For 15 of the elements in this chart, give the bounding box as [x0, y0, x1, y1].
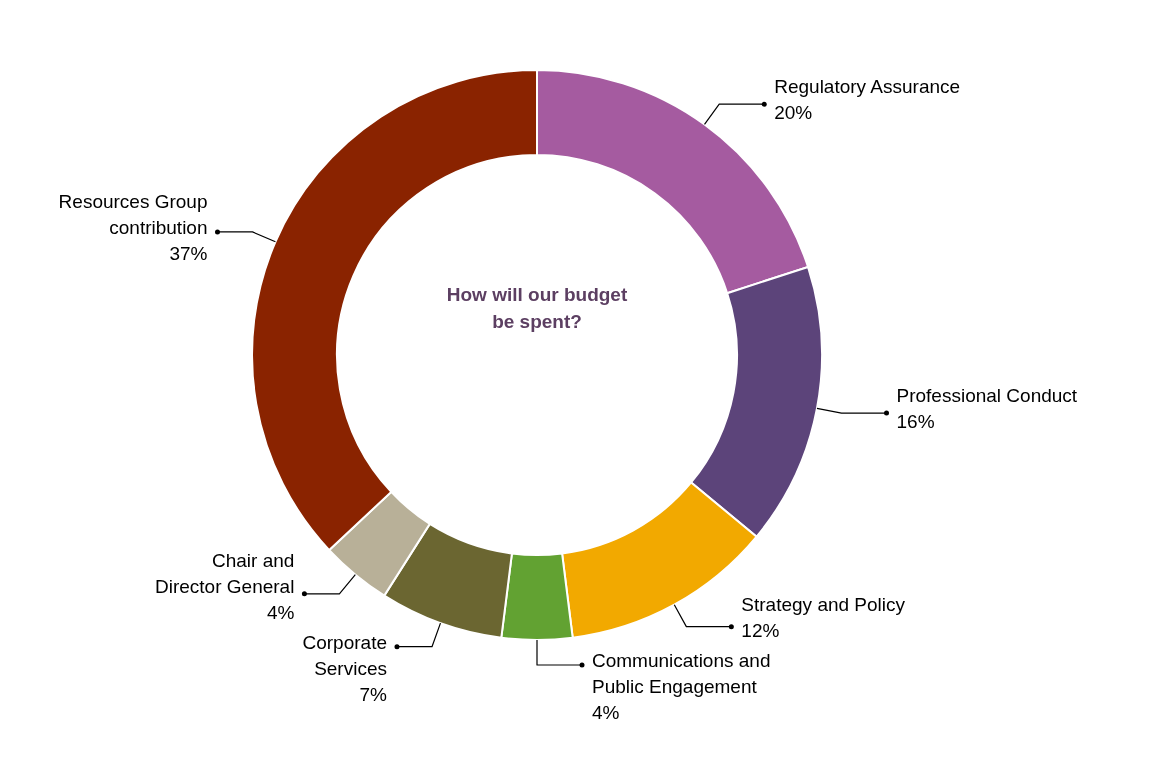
- data-label: 12%: [741, 620, 780, 641]
- slice-label: Corporate Services: [302, 631, 387, 679]
- slice-label: Regulatory Assurance: [774, 76, 961, 98]
- data-label: 7%: [359, 683, 388, 705]
- data-label: 37%: [169, 242, 208, 264]
- data-label: 16%: [896, 411, 935, 433]
- slice-label: Professional Conduct: [896, 385, 1078, 407]
- slice-label: Chair and Director General: [155, 549, 295, 597]
- slice-label: Strategy and Policy: [741, 594, 906, 615]
- slice-label: Resources Group contribution: [58, 190, 208, 238]
- data-label: 20%: [774, 102, 813, 124]
- slice-label: Communications and Public Engagement: [592, 650, 771, 697]
- data-label: 4%: [592, 702, 620, 723]
- data-label: 4%: [266, 601, 295, 623]
- text: How will our budget be spent?: [446, 284, 628, 332]
